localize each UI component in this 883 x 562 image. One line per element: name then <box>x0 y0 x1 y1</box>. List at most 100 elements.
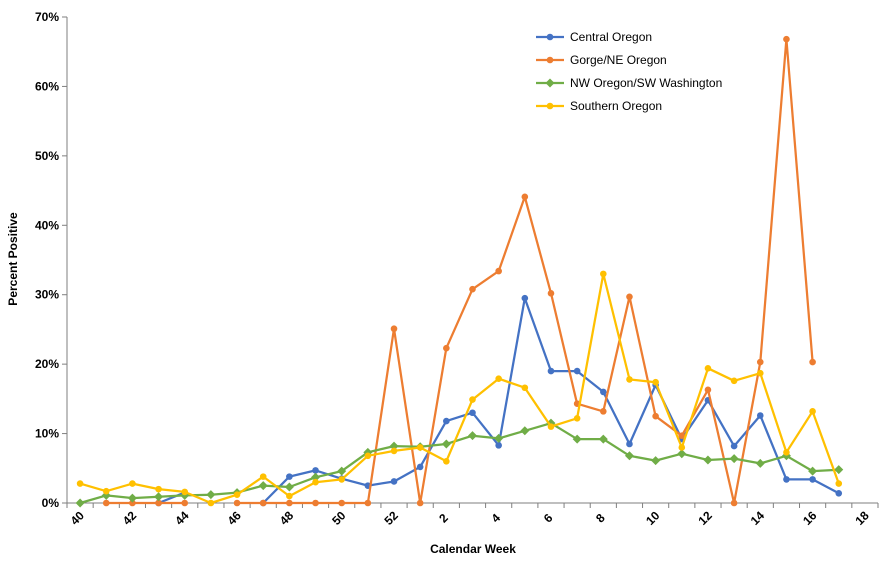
x-tick-label: 16 <box>800 508 820 528</box>
data-point <box>102 487 110 495</box>
data-point <box>808 466 818 476</box>
data-point <box>704 386 712 394</box>
data-point <box>520 426 530 436</box>
data-point <box>651 456 661 466</box>
data-point <box>390 478 398 485</box>
x-tick-label: 14 <box>748 508 768 528</box>
legend-marker <box>546 33 554 41</box>
data-point <box>495 375 502 383</box>
data-point <box>206 490 216 500</box>
y-tick-label: 30% <box>35 288 59 302</box>
legend-marker <box>546 102 554 110</box>
legend-label: NW Oregon/SW Washington <box>570 76 722 90</box>
data-point <box>704 365 712 372</box>
data-point <box>416 463 424 471</box>
data-point <box>441 439 451 449</box>
x-tick-label: 2 <box>436 511 451 526</box>
series-lines <box>75 35 844 508</box>
data-point <box>469 285 476 293</box>
data-point <box>416 444 424 451</box>
legend: Central Oregon Gorge/NE Oregon NW Oregon/S… <box>536 30 722 113</box>
x-tick-label: 44 <box>172 508 192 528</box>
series-line <box>158 491 186 505</box>
data-point <box>835 489 843 497</box>
data-point <box>495 442 502 449</box>
legend-item: NW Oregon/SW Washington <box>536 76 722 90</box>
x-tick-label: 4 <box>489 511 504 526</box>
data-point <box>494 433 504 443</box>
data-point <box>286 499 293 507</box>
legend-item: Central Oregon <box>536 30 652 44</box>
data-point <box>572 434 582 444</box>
data-point <box>364 452 372 460</box>
y-tick-label: 0% <box>42 496 60 510</box>
series-gorge-ne-oregon <box>102 35 816 507</box>
data-point <box>730 442 738 450</box>
data-point <box>312 478 319 486</box>
data-point <box>364 499 372 507</box>
y-tick-label: 50% <box>35 149 59 163</box>
y-tick-label: 60% <box>35 79 59 93</box>
data-point <box>783 476 790 483</box>
series-southern-oregon <box>76 270 843 507</box>
x-tick-label: 8 <box>593 511 608 526</box>
x-tick-label: 52 <box>382 508 402 528</box>
data-point <box>547 290 555 297</box>
series-line <box>79 272 840 505</box>
data-point <box>547 367 555 375</box>
x-tick-label: 6 <box>541 511 556 526</box>
data-point <box>389 441 399 451</box>
data-point <box>729 454 739 464</box>
data-point <box>259 473 267 480</box>
x-tick-label: 10 <box>643 508 663 528</box>
y-tick-label: 70% <box>35 10 59 24</box>
y-tick-label: 40% <box>35 218 59 232</box>
x-tick-label: 50 <box>329 508 349 528</box>
data-point <box>756 369 764 377</box>
data-point <box>573 367 581 375</box>
x-tick-label: 12 <box>695 508 715 528</box>
legend-label: Southern Oregon <box>570 99 662 113</box>
data-point <box>311 472 321 482</box>
data-point <box>129 480 136 487</box>
data-point <box>468 431 477 441</box>
data-point <box>76 480 84 487</box>
data-point <box>207 499 215 507</box>
data-point <box>155 499 162 507</box>
data-point <box>416 499 424 507</box>
data-point <box>259 499 267 507</box>
x-axis-label: Calendar Week <box>430 542 516 556</box>
data-point <box>783 449 790 456</box>
data-point <box>547 423 555 430</box>
data-point <box>337 466 347 476</box>
data-point <box>809 408 816 415</box>
data-point <box>469 409 476 417</box>
data-point <box>521 294 529 302</box>
data-point <box>495 267 502 275</box>
data-point <box>181 499 189 507</box>
legend-label: Gorge/NE Oregon <box>570 53 667 67</box>
data-point <box>809 476 816 483</box>
data-point <box>258 481 268 491</box>
data-point <box>600 408 607 415</box>
y-tick-label: 20% <box>35 357 59 371</box>
data-point <box>678 432 686 439</box>
data-point <box>573 414 581 422</box>
data-point <box>338 476 345 483</box>
data-point <box>312 499 319 507</box>
data-point <box>155 485 162 493</box>
x-tick-label: 46 <box>225 508 245 528</box>
legend-marker <box>546 56 554 64</box>
series-line <box>79 422 839 505</box>
y-tick-label: 10% <box>35 427 59 441</box>
data-point <box>809 358 816 366</box>
data-point <box>443 417 450 425</box>
data-point <box>129 499 136 507</box>
x-tick-label: 18 <box>852 508 872 528</box>
data-point <box>730 377 738 385</box>
data-point <box>286 492 293 500</box>
x-tick-label: 40 <box>68 508 88 528</box>
legend-item: Southern Oregon <box>536 99 662 113</box>
data-point <box>600 388 607 396</box>
